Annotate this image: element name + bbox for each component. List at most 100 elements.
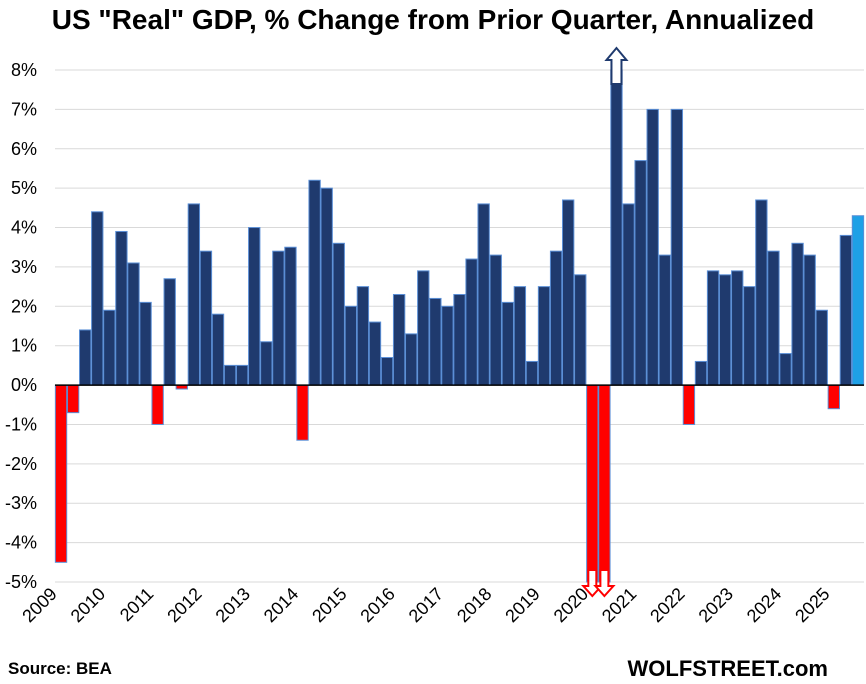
off-scale-down-arrow-icon [581, 569, 604, 598]
x-tick-label-2019: 2019 [501, 584, 543, 626]
off-scale-up-arrow-icon [604, 46, 629, 85]
bar-2025q3 [851, 215, 865, 386]
x-tick-label-2025: 2025 [791, 584, 833, 626]
bar-2009q3 [79, 329, 92, 386]
bar-2021q2 [646, 108, 659, 386]
x-tick-label-2023: 2023 [695, 584, 737, 626]
bar-2017q1 [441, 305, 454, 386]
bar-2020q2 [598, 384, 611, 583]
y-tick-label: 3% [11, 257, 37, 277]
bar-2024q2 [791, 242, 804, 386]
bar-2012q4 [235, 364, 249, 386]
bar-2020q1 [586, 384, 599, 583]
bar-2024q4 [815, 309, 828, 386]
y-tick-label: 5% [11, 178, 37, 198]
chart-title: US "Real" GDP, % Change from Prior Quart… [51, 4, 815, 35]
bar-2019q3 [561, 199, 575, 386]
bar-2011q4 [187, 203, 201, 386]
source-note: Source: BEA [8, 659, 112, 678]
x-tick-label-2015: 2015 [308, 584, 350, 626]
bar-2014q2 [308, 179, 321, 386]
y-tick-label: 8% [11, 60, 37, 80]
bar-2014q1 [296, 384, 309, 441]
bar-2016q3 [417, 270, 430, 386]
bar-2014q4 [332, 242, 345, 386]
y-tick-label: -4% [5, 533, 37, 553]
bar-2011q1 [151, 384, 164, 425]
bar-2022q1 [682, 384, 696, 425]
bar-2014q3 [320, 187, 333, 386]
bar-2009q4 [91, 211, 104, 386]
bar-2018q1 [489, 254, 502, 386]
bar-2020q3 [610, 69, 623, 386]
bar-2013q2 [260, 341, 273, 386]
bar-2021q3 [658, 254, 671, 386]
bar-2010q4 [139, 301, 152, 386]
bar-2015q2 [356, 286, 370, 386]
bar-2019q1 [537, 286, 551, 386]
y-tick-label: -5% [5, 572, 37, 592]
bar-2025q2 [839, 234, 853, 386]
y-tick-label: 7% [11, 99, 37, 119]
bar-2010q1 [103, 309, 116, 386]
x-tick-label-2022: 2022 [646, 584, 688, 626]
y-tick-label: 4% [11, 218, 37, 238]
bar-2016q1 [392, 293, 406, 386]
x-tick-label-2024: 2024 [743, 584, 785, 626]
bar-2016q2 [405, 333, 418, 386]
bar-2025q1 [827, 384, 840, 410]
bars [54, 46, 865, 598]
bar-2019q2 [549, 250, 563, 386]
bar-2022q4 [718, 274, 732, 386]
y-tick-label: 6% [11, 139, 37, 159]
bar-2023q3 [755, 199, 768, 386]
bar-2010q3 [127, 262, 140, 386]
bar-2010q2 [115, 230, 128, 386]
bar-2017q4 [477, 203, 490, 386]
bar-2019q4 [574, 274, 587, 386]
bar-2016q4 [429, 297, 442, 386]
bar-2023q1 [731, 270, 744, 386]
bar-2018q2 [501, 301, 514, 386]
x-tick-label-2010: 2010 [67, 584, 109, 626]
bar-2023q2 [743, 286, 756, 386]
y-tick-label: -2% [5, 454, 37, 474]
bar-2024q3 [803, 254, 816, 386]
y-tick-label: 1% [11, 336, 37, 356]
bar-2009q2 [66, 384, 80, 414]
y-tick-label: -1% [5, 414, 37, 434]
y-tick-label: 2% [11, 296, 37, 316]
bar-2009q1 [54, 384, 68, 563]
bar-2013q1 [248, 227, 261, 386]
x-tick-label-2017: 2017 [405, 584, 447, 626]
off-scale-down-arrow-icon [593, 569, 616, 598]
bar-2012q3 [223, 364, 237, 386]
bar-2024q1 [779, 353, 792, 386]
bar-2013q3 [272, 250, 285, 386]
bar-2021q4 [670, 108, 684, 386]
bar-2015q3 [368, 321, 382, 386]
y-tick-label: 0% [11, 375, 37, 395]
x-tick-label-2013: 2013 [212, 584, 254, 626]
bar-2015q4 [380, 357, 394, 386]
x-tick-label-2011: 2011 [116, 584, 158, 626]
bar-2012q2 [211, 313, 225, 386]
bar-2022q2 [694, 360, 708, 386]
x-tick-label-2012: 2012 [163, 584, 205, 626]
bar-2013q4 [284, 246, 297, 386]
bar-2023q4 [767, 250, 780, 386]
bar-2022q3 [706, 270, 720, 386]
bar-2012q1 [199, 250, 213, 386]
bar-2018q4 [525, 360, 539, 386]
brand-note: WOLFSTREET.com [627, 656, 828, 681]
bar-2018q3 [513, 286, 527, 386]
bar-2015q1 [344, 305, 358, 386]
x-tick-label-2018: 2018 [453, 584, 495, 626]
x-tick-label-2014: 2014 [260, 584, 302, 626]
bar-2017q3 [465, 258, 478, 386]
x-tick-label-2016: 2016 [356, 584, 398, 626]
bar-2020q4 [622, 203, 635, 386]
bar-2021q1 [634, 160, 647, 386]
